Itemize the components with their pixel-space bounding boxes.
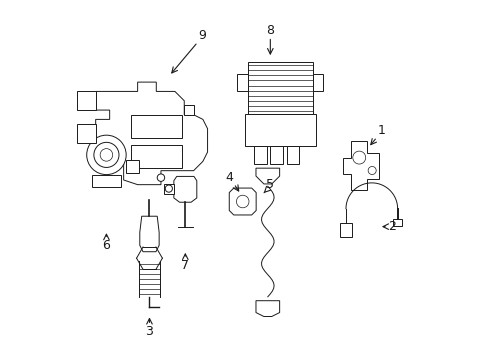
Text: 9: 9: [198, 29, 205, 42]
Polygon shape: [96, 82, 207, 185]
Bar: [247, 62, 312, 114]
Polygon shape: [140, 216, 159, 252]
Polygon shape: [255, 301, 279, 316]
Text: 5: 5: [265, 178, 273, 191]
Polygon shape: [340, 223, 351, 237]
Circle shape: [94, 142, 119, 167]
Bar: [130, 145, 182, 168]
Polygon shape: [229, 188, 256, 215]
Polygon shape: [184, 105, 193, 115]
Circle shape: [100, 149, 112, 161]
Polygon shape: [126, 160, 139, 173]
Polygon shape: [163, 184, 174, 194]
Bar: [244, 114, 315, 146]
Bar: [270, 146, 283, 164]
Circle shape: [367, 166, 375, 175]
Circle shape: [165, 185, 172, 192]
Polygon shape: [77, 91, 96, 110]
Text: 8: 8: [266, 23, 274, 37]
Bar: [254, 146, 266, 164]
Bar: [286, 146, 299, 164]
Text: 6: 6: [102, 239, 110, 252]
Bar: [392, 219, 401, 226]
Circle shape: [352, 151, 365, 164]
Circle shape: [236, 195, 248, 208]
Polygon shape: [255, 168, 279, 184]
Text: 4: 4: [225, 171, 233, 184]
Polygon shape: [92, 175, 121, 187]
Circle shape: [86, 135, 126, 175]
Circle shape: [157, 174, 164, 181]
Polygon shape: [77, 124, 96, 143]
Polygon shape: [312, 74, 323, 91]
Text: 3: 3: [145, 325, 153, 338]
Polygon shape: [343, 141, 378, 190]
Text: 7: 7: [181, 259, 189, 272]
Polygon shape: [237, 74, 247, 91]
Text: 2: 2: [387, 220, 395, 233]
Bar: [130, 115, 182, 138]
Text: 1: 1: [376, 124, 384, 137]
Polygon shape: [174, 176, 196, 202]
